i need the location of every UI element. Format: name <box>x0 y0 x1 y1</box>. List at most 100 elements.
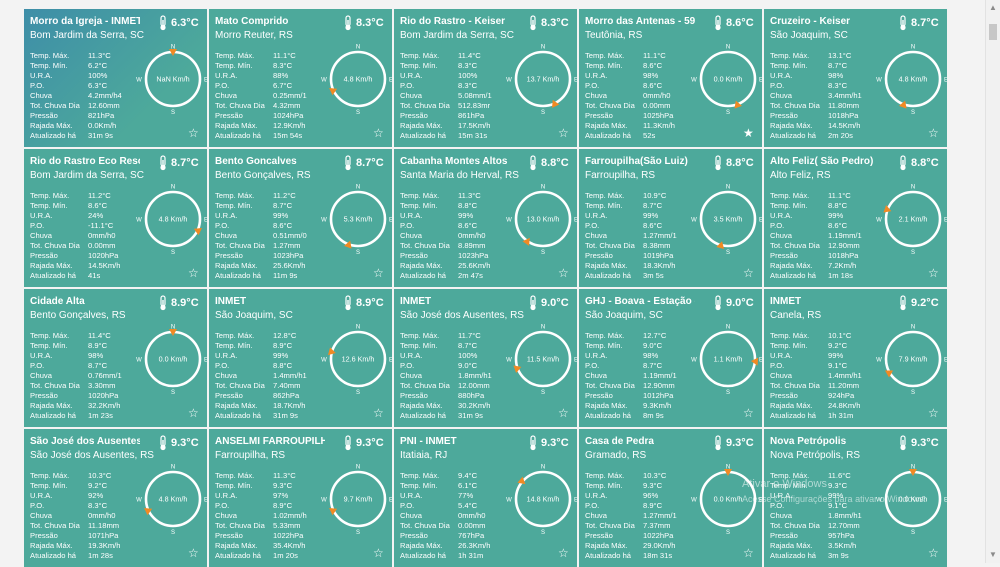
station-temperature: 8.8°C <box>911 157 939 169</box>
star-icon[interactable]: ☆ <box>558 406 569 420</box>
compass-w-label: W <box>876 218 882 224</box>
station-card[interactable]: GHJ - Boava - Estação da São Joaquim, SC 9… <box>579 289 762 427</box>
star-icon[interactable]: ☆ <box>928 126 939 140</box>
reading-value: 99% <box>828 211 844 220</box>
reading-label: Atualizado há <box>30 551 77 560</box>
station-card[interactable]: Alto Feliz( São Pedro) Alto Feliz, RS 8.8°… <box>764 149 947 287</box>
reading-values: 10.9°C 8.7°C 99% 8.6°C 1.27mm/1 8.38mm 1019hPa… <box>643 191 677 281</box>
scroll-thumb[interactable] <box>989 24 997 40</box>
star-icon[interactable]: ☆ <box>373 546 384 560</box>
station-card[interactable]: Rio do Rastro - Keiser Bom Jardim da Serr… <box>394 9 577 147</box>
reading-label: P.O. <box>585 81 600 90</box>
star-icon[interactable]: ☆ <box>558 266 569 280</box>
star-icon[interactable]: ☆ <box>188 546 199 560</box>
reading-value: 0mm/h0 <box>88 231 116 240</box>
star-icon[interactable]: ☆ <box>558 546 569 560</box>
compass-s-label: S <box>726 390 730 396</box>
thermometer-icon <box>156 15 170 31</box>
reading-values: 11.3°C 6.2°C 100% 6.3°C 4.2mm/h4 12.60mm 821hP… <box>88 51 122 141</box>
reading-label: P.O. <box>215 361 230 370</box>
reading-value: 8.6°C <box>88 201 108 210</box>
station-card[interactable]: INMET Canela, RS 9.2°C Temp. Máx. Temp. Mín.… <box>764 289 947 427</box>
station-card[interactable]: Farroupilha(São Luiz) Farroupilha, RS 8.8°… <box>579 149 762 287</box>
compass-n-label: N <box>171 465 175 471</box>
reading-value: 9.2°C <box>828 341 848 350</box>
reading-value: 12.8°C <box>273 331 297 340</box>
reading-labels: Temp. Máx. Temp. Mín. U.R.A. P.O. Chuva Tot. … <box>215 191 265 281</box>
station-card[interactable]: INMET São Joaquim, SC 8.9°C Temp. Máx. Temp.… <box>209 289 392 427</box>
reading-value: 35.4Km/h <box>273 541 306 550</box>
reading-value: 96% <box>643 491 659 500</box>
reading-value: 8.3°C <box>88 501 108 510</box>
reading-label: Temp. Máx. <box>400 191 440 200</box>
reading-value: 31m 9s <box>458 411 483 420</box>
station-card[interactable]: Mato Comprido Morro Reuter, RS 8.3°C Temp. … <box>209 9 392 147</box>
reading-value: 15m 31s <box>458 131 488 140</box>
reading-label: Rajada Máx. <box>770 401 813 410</box>
reading-label: Temp. Mín. <box>400 61 438 70</box>
compass-w-label: W <box>876 78 882 84</box>
station-temperature: 9.3°C <box>356 437 384 449</box>
reading-label: Pressão <box>215 251 243 260</box>
compass-ring <box>144 470 202 528</box>
compass-w-label: W <box>691 78 697 84</box>
star-icon[interactable]: ☆ <box>928 406 939 420</box>
star-icon[interactable]: ☆ <box>373 406 384 420</box>
compass-ring <box>699 330 757 388</box>
scroll-down-arrow-icon[interactable]: ▼ <box>989 550 997 559</box>
wind-speed-unit: Km/h <box>543 495 560 504</box>
compass-s-label: S <box>356 530 360 536</box>
station-card[interactable]: Rio do Rastro Eco Resort Bom Jardim da Se… <box>24 149 207 287</box>
star-icon[interactable]: ☆ <box>928 546 939 560</box>
reading-label: Chuva <box>215 371 237 380</box>
scroll-up-arrow-icon[interactable]: ▲ <box>989 3 997 12</box>
station-card[interactable]: Cidade Alta Bento Gonçalves, RS 8.9°C Temp.… <box>24 289 207 427</box>
reading-labels: Temp. Máx. Temp. Mín. U.R.A. P.O. Chuva Tot. … <box>30 51 80 141</box>
reading-label: Chuva <box>400 231 422 240</box>
reading-labels: Temp. Máx. Temp. Mín. U.R.A. P.O. Chuva Tot. … <box>30 471 80 561</box>
reading-values: 11.1°C 8.6°C 98% 8.6°C 0mm/h0 0.00mm 1025hPa 11… <box>643 51 675 141</box>
reading-value: 11.20mm <box>828 381 860 390</box>
station-card[interactable]: INMET São José dos Ausentes, RS 9.0°C Temp.… <box>394 289 577 427</box>
reading-label: Temp. Máx. <box>30 331 70 340</box>
star-icon[interactable]: ☆ <box>743 406 754 420</box>
station-card[interactable]: PNI - INMET Itatiaia, RJ 9.3°C Temp. Máx. Te… <box>394 429 577 567</box>
star-filled-icon[interactable]: ★ <box>743 126 754 140</box>
station-card[interactable]: Nova Petrópolis Nova Petrópolis, RS 9.3°C T… <box>764 429 947 567</box>
reading-value: 31m 9s <box>88 131 113 140</box>
star-icon[interactable]: ☆ <box>558 126 569 140</box>
compass-ring <box>699 50 757 108</box>
station-card[interactable]: Morro da Igreja - INMET Bom Jardim da Ser… <box>24 9 207 147</box>
station-card[interactable]: ANSELMI FARROUPILHA 7 Farroupilha, RS 9.3°… <box>209 429 392 567</box>
station-card[interactable]: São José dos Ausentes - 1 São José dos Au… <box>24 429 207 567</box>
reading-value: 12.70mm <box>828 521 860 530</box>
reading-label: Chuva <box>585 91 607 100</box>
station-card[interactable]: Casa de Pedra Gramado, RS 9.3°C Temp. Máx. T… <box>579 429 762 567</box>
compass-n-label: N <box>541 185 545 191</box>
star-icon[interactable]: ☆ <box>188 406 199 420</box>
reading-label: Tot. Chuva Dia <box>215 521 265 530</box>
reading-label: Pressão <box>770 251 798 260</box>
star-icon[interactable]: ☆ <box>373 266 384 280</box>
star-icon[interactable]: ☆ <box>743 546 754 560</box>
reading-value: 99% <box>458 211 474 220</box>
reading-value: 3m 9s <box>828 551 849 560</box>
station-card[interactable]: Morro das Antenas - 595 m Teutônia, RS 8.6… <box>579 9 762 147</box>
compass-e-label: E <box>204 218 207 224</box>
star-icon[interactable]: ☆ <box>188 126 199 140</box>
station-card[interactable]: Cabanha Montes Altos Santa Maria do Herva… <box>394 149 577 287</box>
reading-value: 0mm/h0 <box>458 231 486 240</box>
reading-label: Tot. Chuva Dia <box>30 101 80 110</box>
station-location: São Joaquim, SC <box>585 310 663 321</box>
star-icon[interactable]: ☆ <box>743 266 754 280</box>
station-card[interactable]: Cruzeiro - Keiser São Joaquim, SC 8.7°C Tem… <box>764 9 947 147</box>
star-icon[interactable]: ☆ <box>373 126 384 140</box>
station-card[interactable]: Bento Goncalves Bento Gonçalves, RS 8.7°C T… <box>209 149 392 287</box>
star-icon[interactable]: ☆ <box>188 266 199 280</box>
reading-value: 30.2Km/h <box>458 401 491 410</box>
compass-ring <box>329 330 387 388</box>
vertical-scrollbar[interactable]: ▲ ▼ <box>985 0 1000 563</box>
reading-value: 31m 9s <box>273 411 298 420</box>
reading-label: Rajada Máx. <box>770 541 813 550</box>
star-icon[interactable]: ☆ <box>928 266 939 280</box>
